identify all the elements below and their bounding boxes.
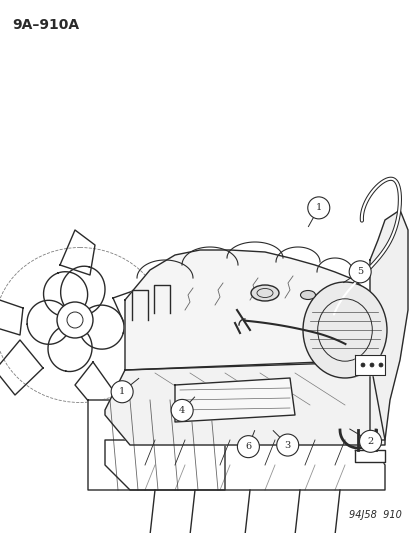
Polygon shape [354,450,384,462]
Circle shape [348,261,370,283]
Circle shape [378,363,382,367]
Ellipse shape [302,282,386,378]
Ellipse shape [300,290,315,300]
Circle shape [358,430,381,453]
Circle shape [171,399,193,422]
Ellipse shape [250,285,278,301]
Text: 1: 1 [315,204,321,212]
Circle shape [57,302,93,338]
Circle shape [307,197,329,219]
Polygon shape [105,440,384,490]
Text: 2: 2 [366,437,373,446]
Circle shape [237,435,259,458]
Polygon shape [105,360,384,445]
Text: 4: 4 [178,406,185,415]
Polygon shape [88,400,224,490]
Polygon shape [175,378,294,422]
Text: 6: 6 [245,442,251,451]
Polygon shape [125,250,369,370]
Text: 94J58  910: 94J58 910 [348,510,401,520]
Text: 9A–910A: 9A–910A [12,18,79,32]
Text: 5: 5 [356,268,362,276]
Circle shape [276,434,298,456]
Text: 1: 1 [119,387,125,396]
Circle shape [369,363,373,367]
Text: 3: 3 [284,441,290,449]
Polygon shape [354,355,384,375]
Circle shape [111,381,133,403]
Polygon shape [369,210,407,440]
Circle shape [360,363,364,367]
